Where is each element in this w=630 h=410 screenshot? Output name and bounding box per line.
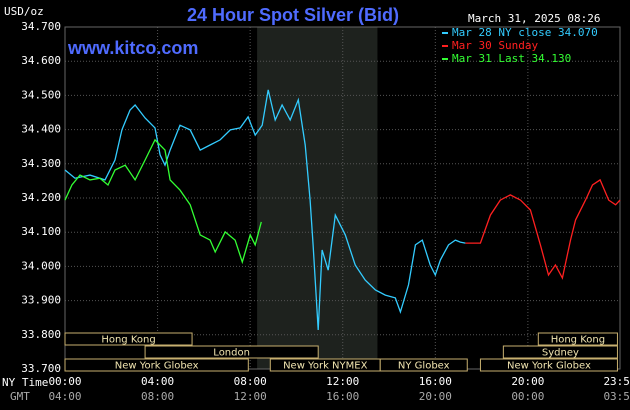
watermark: www.kitco.com xyxy=(67,38,198,58)
timestamp: March 31, 2025 08:26 xyxy=(468,12,600,25)
x-tick-label: 23:59 xyxy=(603,375,630,388)
legend-label: Mar 31 Last 34.130 xyxy=(452,52,571,65)
session-box xyxy=(64,332,193,346)
x2-tick-label: 16:00 xyxy=(326,390,359,403)
x-tick-label: 08:00 xyxy=(234,375,267,388)
y-tick-label: 34.100 xyxy=(21,225,61,238)
session-box xyxy=(537,332,618,346)
session-label: New York Globex xyxy=(507,361,591,372)
x-tick-label: 00:00 xyxy=(48,375,81,388)
session-label: NY Globex xyxy=(398,361,450,372)
session-box xyxy=(144,345,319,359)
y-tick-label: 34.300 xyxy=(21,157,61,170)
x2-tick-label: 08:00 xyxy=(141,390,174,403)
y-tick-label: 34.700 xyxy=(21,20,61,33)
session-label: Hong Kong xyxy=(101,335,155,346)
y-tick-label: 34.200 xyxy=(21,191,61,204)
session-box xyxy=(502,345,618,359)
session-label: Sydney xyxy=(542,348,579,359)
x2-tick-label: 20:00 xyxy=(419,390,452,403)
x2-axis-label: GMT xyxy=(10,390,30,403)
y-tick-label: 33.800 xyxy=(21,328,61,341)
x-axis-label: NY Time xyxy=(2,376,48,389)
y-tick-label: 34.400 xyxy=(21,123,61,136)
x-tick-label: 12:00 xyxy=(326,375,359,388)
session-box xyxy=(379,358,468,372)
session-label: Hong Kong xyxy=(551,335,605,346)
y-tick-label: 34.600 xyxy=(21,54,61,67)
session-box xyxy=(479,358,618,372)
y-tick-label: 34.000 xyxy=(21,259,61,272)
y-tick-label: 33.900 xyxy=(21,294,61,307)
session-label: London xyxy=(213,348,250,359)
price-line xyxy=(64,89,466,331)
y-axis-label: USD/oz xyxy=(4,5,44,18)
session-box xyxy=(64,358,249,372)
legend-label: Mar 30 Sunday xyxy=(452,39,538,52)
y-tick-label: 33.700 xyxy=(21,362,61,375)
x2-tick-label: 12:00 xyxy=(234,390,267,403)
x-tick-label: 20:00 xyxy=(511,375,544,388)
x2-tick-label: 03:59 xyxy=(603,390,630,403)
session-label: New York NYMEX xyxy=(283,361,368,372)
x-tick-label: 16:00 xyxy=(419,375,452,388)
session-label: New York Globex xyxy=(115,361,199,372)
x-tick-label: 04:00 xyxy=(141,375,174,388)
x2-tick-label: 04:00 xyxy=(48,390,81,403)
y-tick-label: 34.500 xyxy=(21,88,61,101)
price-line xyxy=(465,178,621,280)
chart-title: 24 Hour Spot Silver (Bid) xyxy=(187,5,399,25)
price-line xyxy=(64,138,262,265)
legend-label: Mar 28 NY close 34.070 xyxy=(452,26,598,39)
x2-tick-label: 00:00 xyxy=(511,390,544,403)
